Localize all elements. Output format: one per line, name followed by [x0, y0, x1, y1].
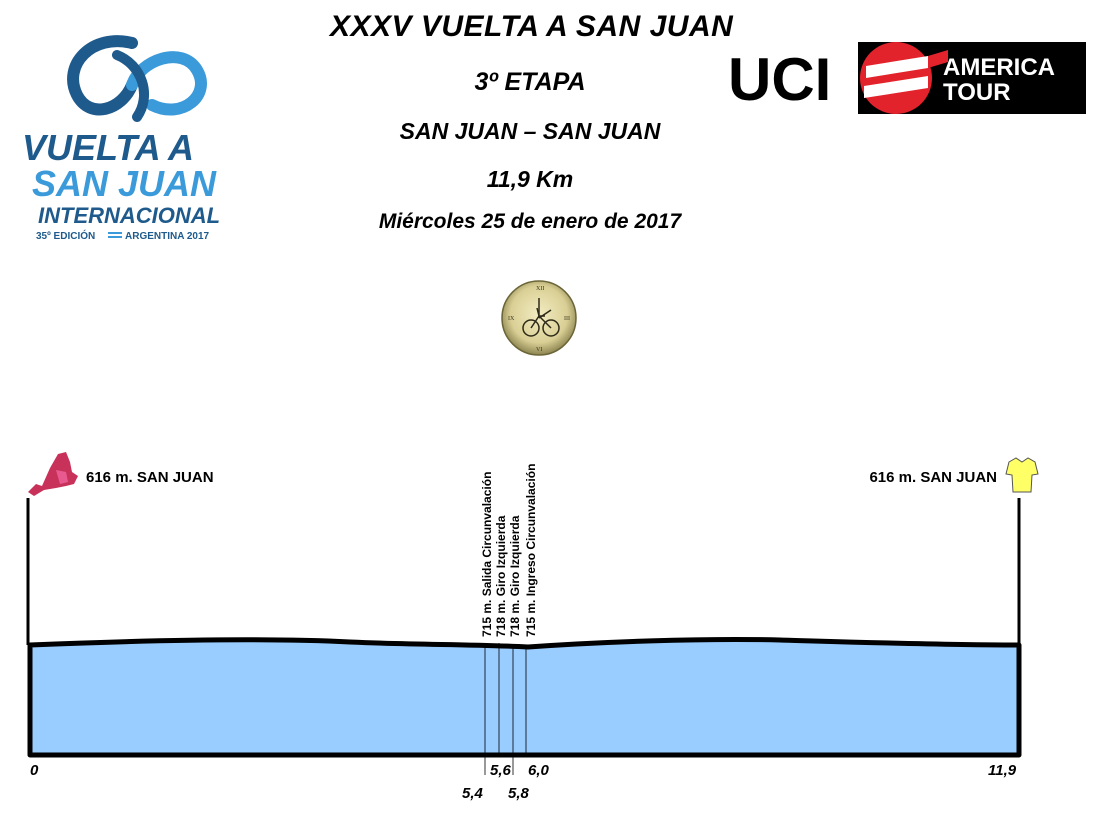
logo-divider — [108, 236, 122, 238]
waypoint-label: 715 m. Salida Circunvalación — [480, 472, 494, 637]
logo-divider — [108, 232, 122, 234]
waypoint-label: 718 m. Giro Izquierda — [508, 515, 522, 637]
finish-location-label: 616 m. SAN JUAN — [869, 469, 997, 486]
cyclist-swirl-icon — [67, 35, 207, 122]
race-title: XXXV VUELTA A SAN JUAN — [330, 10, 734, 43]
uci-america-tour-logo: UCI AMERICA TOUR — [728, 42, 1086, 114]
uci-ribbon-icon — [860, 42, 948, 114]
stage-date: Miércoles 25 de enero de 2017 — [378, 210, 682, 233]
time-trial-clock-icon: XII III VI IX — [501, 280, 577, 356]
waypoint-markers — [484, 643, 527, 775]
start-location-label: 616 m. SAN JUAN — [86, 469, 214, 486]
km-label: 5,6 — [490, 762, 512, 779]
america-text: AMERICA — [943, 54, 1055, 81]
stage-number: 3º ETAPA — [474, 68, 586, 96]
tour-text: TOUR — [943, 79, 1011, 106]
svg-text:VI: VI — [536, 347, 542, 353]
waypoint-label: 715 m. Ingreso Circunvalación — [524, 464, 538, 637]
stage-profile-chart: 616 m. SAN JUAN 616 m. SAN JUAN 715 m. S… — [26, 452, 1039, 802]
km-label: 11,9 — [988, 762, 1017, 779]
profile-terrain — [27, 636, 1022, 758]
stage-distance: 11,9 Km — [486, 166, 574, 192]
logo-line2: SAN JUAN — [32, 163, 217, 204]
waypoint-label: 718 m. Giro Izquierda — [494, 515, 508, 637]
km-label: 0 — [30, 762, 39, 779]
uci-wordmark: UCI — [728, 46, 831, 113]
stage-route: SAN JUAN – SAN JUAN — [399, 118, 661, 144]
start-flag-icon — [28, 452, 78, 496]
km-label: 6,0 — [528, 762, 550, 779]
svg-text:IX: IX — [508, 316, 515, 322]
logo-country-year: ARGENTINA 2017 — [125, 231, 210, 242]
km-label: 5,4 — [462, 785, 484, 802]
leader-jersey-icon — [1005, 457, 1039, 493]
logo-line3: INTERNACIONAL — [38, 203, 220, 228]
logo-line1: VUELTA A — [22, 127, 194, 168]
km-label: 5,8 — [508, 785, 530, 802]
vuelta-san-juan-logo: VUELTA A SAN JUAN INTERNACIONAL 35º EDIC… — [22, 35, 220, 242]
svg-text:XII: XII — [536, 286, 544, 292]
svg-text:III: III — [564, 316, 570, 322]
logo-edition: 35º EDICIÓN — [36, 229, 95, 242]
